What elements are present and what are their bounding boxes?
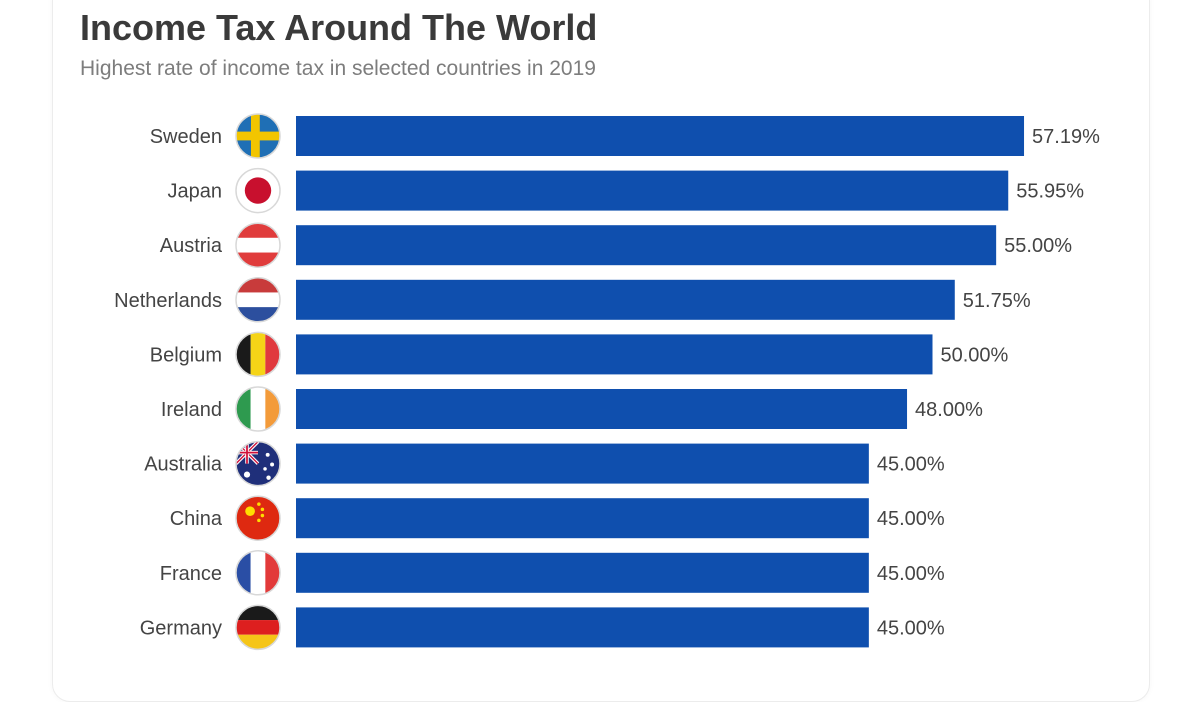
- bar: [296, 279, 955, 320]
- bar-row-japan: Japan 55.95%: [168, 167, 1084, 214]
- flag-border: [235, 167, 281, 214]
- bar-chart: Sweden 57.19% Japan 55.95% Austria 55.00% Neth…: [114, 113, 1100, 651]
- category-label: Japan: [168, 181, 223, 203]
- category-label: France: [160, 563, 222, 585]
- value-label: 45.00%: [877, 563, 945, 585]
- value-label: 45.00%: [877, 508, 945, 530]
- australia-flag-icon: [236, 441, 280, 486]
- chart-frame: Income Tax Around The World Highest rate…: [52, 0, 1150, 702]
- value-label: 51.75%: [963, 290, 1031, 312]
- sweden-flag-icon: [236, 114, 280, 158]
- value-label: 48.00%: [915, 399, 983, 421]
- category-label: Germany: [140, 617, 222, 639]
- bar-row-austria: Austria 55.00%: [160, 222, 1072, 268]
- value-label: 50.00%: [941, 344, 1009, 366]
- bar: [296, 443, 869, 484]
- chart-subtitle: Highest rate of income tax in selected c…: [80, 57, 596, 80]
- chart-title: Income Tax Around The World: [80, 7, 598, 48]
- japan-flag-icon: [236, 168, 280, 213]
- bar: [296, 552, 869, 593]
- bar-row-australia: Australia 45.00%: [144, 440, 945, 487]
- value-label: 45.00%: [877, 617, 945, 639]
- bar: [296, 607, 869, 648]
- value-label: 55.00%: [1004, 235, 1072, 257]
- category-label: Ireland: [161, 399, 222, 421]
- value-label: 45.00%: [877, 454, 945, 476]
- china-flag-icon: [236, 496, 280, 541]
- flag-border: [235, 331, 281, 378]
- bar: [296, 334, 933, 375]
- bar: [296, 225, 997, 266]
- flag-border: [235, 550, 281, 596]
- flag-border: [235, 277, 281, 323]
- flag-border: [235, 440, 281, 487]
- bar-row-france: France 45.00%: [160, 550, 945, 596]
- flag-border: [235, 495, 281, 541]
- category-label: Australia: [144, 454, 223, 476]
- bar: [296, 389, 908, 429]
- value-label: 55.95%: [1016, 181, 1084, 203]
- category-label: Austria: [160, 235, 223, 257]
- bar-row-germany: Germany 45.00%: [140, 604, 945, 651]
- bar-row-ireland: Ireland 48.00%: [161, 386, 983, 432]
- bar: [296, 170, 1009, 211]
- flag-border: [235, 222, 281, 268]
- bar-row-belgium: Belgium 50.00%: [150, 331, 1009, 378]
- flag-border: [235, 113, 281, 159]
- bar: [296, 498, 869, 539]
- bar-row-netherlands: Netherlands 51.75%: [114, 277, 1031, 323]
- category-label: Sweden: [150, 126, 222, 148]
- category-label: Netherlands: [114, 290, 222, 312]
- bar: [296, 116, 1025, 156]
- bar-row-sweden: Sweden 57.19%: [150, 113, 1100, 159]
- value-label: 57.19%: [1032, 126, 1100, 148]
- flag-border: [235, 386, 281, 432]
- flag-border: [235, 604, 281, 651]
- bar-row-china: China 45.00%: [170, 495, 945, 541]
- category-label: Belgium: [150, 344, 222, 366]
- category-label: China: [170, 508, 223, 530]
